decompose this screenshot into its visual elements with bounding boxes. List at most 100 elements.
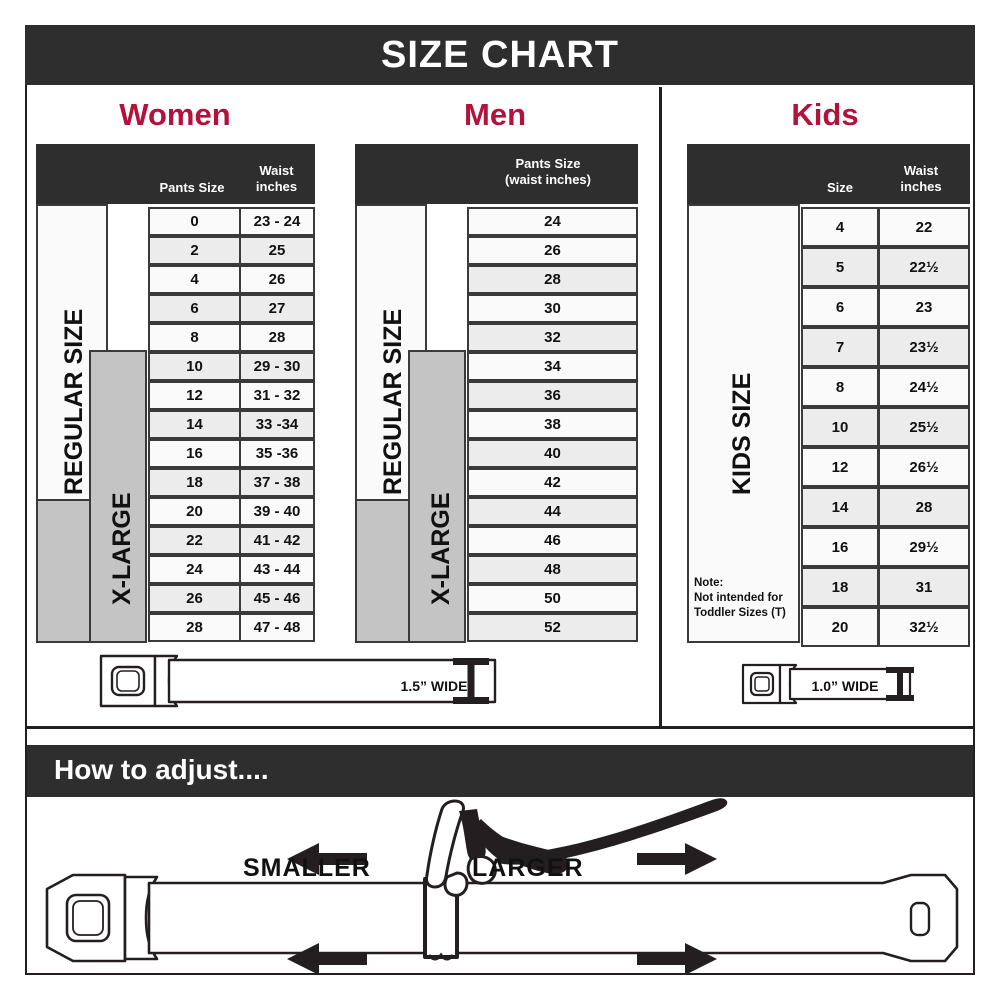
- women-cell-waist: 39 - 40: [239, 497, 315, 526]
- men-table-header: [355, 144, 638, 204]
- women-cell-size: 2: [148, 236, 241, 265]
- kids-note: Note: Not intended for Toddler Sizes (T): [694, 577, 786, 620]
- kids-cell-size: 5: [801, 247, 879, 287]
- men-cell-size: 32: [467, 323, 638, 352]
- women-category-xlarge-box: [89, 350, 147, 643]
- women-category-xlarge-label: X-LARGE: [108, 492, 136, 606]
- men-col-header-pants-size: Pants Size (waist inches): [505, 156, 591, 187]
- width-dimension-marker: [886, 667, 914, 701]
- adjust-label-smaller: SMALLER: [243, 854, 371, 882]
- section-heading-kids: Kids: [791, 97, 859, 132]
- women-cell-size: 28: [148, 613, 241, 642]
- kids-cell-size: 10: [801, 407, 879, 447]
- women-cell-size: 0: [148, 207, 241, 236]
- how-to-adjust-title: How to adjust....: [54, 754, 269, 785]
- kids-cell-waist: 25½: [878, 407, 970, 447]
- women-cell-waist: 35 -36: [239, 439, 315, 468]
- kids-cell-size: 8: [801, 367, 879, 407]
- kids-cell-waist: 26½: [878, 447, 970, 487]
- women-cell-waist: 28: [239, 323, 315, 352]
- women-cell-waist: 31 - 32: [239, 381, 315, 410]
- women-cell-waist: 41 - 42: [239, 526, 315, 555]
- women-cell-size: 24: [148, 555, 241, 584]
- men-cell-size: 38: [467, 410, 638, 439]
- women-cell-waist: 47 - 48: [239, 613, 315, 642]
- kids-cell-size: 20: [801, 607, 879, 647]
- kids-cell-size: 12: [801, 447, 879, 487]
- men-cell-size: 36: [467, 381, 638, 410]
- women-cell-size: 4: [148, 265, 241, 294]
- men-cell-size: 48: [467, 555, 638, 584]
- adjust-label-larger: LARGER: [472, 854, 584, 882]
- kids-cell-size: 6: [801, 287, 879, 327]
- women-cell-size: 22: [148, 526, 241, 555]
- kids-cell-waist: 28: [878, 487, 970, 527]
- men-kids-divider: [659, 87, 662, 728]
- page-title-bar: SIZE CHART: [25, 25, 975, 85]
- women-cell-size: 26: [148, 584, 241, 613]
- belt-tail-hole: [909, 901, 931, 937]
- women-cell-waist: 43 - 44: [239, 555, 315, 584]
- women-cell-waist: 45 - 46: [239, 584, 315, 613]
- women-cell-waist: 25: [239, 236, 315, 265]
- adult-belt-width-diagram: [99, 654, 497, 708]
- kids-belt-width-label: 1.0” WIDE: [811, 678, 879, 694]
- men-cell-size: 26: [467, 236, 638, 265]
- width-dimension-marker: [453, 658, 489, 704]
- women-category-regular-label: REGULAR SIZE: [60, 308, 88, 495]
- arrow-left-top-icon: [287, 843, 367, 875]
- women-table-header: [36, 144, 315, 204]
- women-cell-size: 10: [148, 352, 241, 381]
- kids-cell-waist: 31: [878, 567, 970, 607]
- kids-cell-waist: 24½: [878, 367, 970, 407]
- men-cell-size: 46: [467, 526, 638, 555]
- women-cell-size: 18: [148, 468, 241, 497]
- kids-cell-waist: 29½: [878, 527, 970, 567]
- hand-icon: [425, 798, 728, 897]
- men-cell-size: 34: [467, 352, 638, 381]
- men-category-xlarge-label: X-LARGE: [427, 492, 455, 606]
- men-cell-size: 42: [467, 468, 638, 497]
- section-heading-women: Women: [119, 97, 231, 132]
- how-to-adjust-bar: How to adjust....: [27, 745, 973, 797]
- kids-cell-size: 14: [801, 487, 879, 527]
- arrow-left-bottom-icon: [287, 943, 367, 975]
- section-heading-men: Men: [464, 97, 526, 132]
- kids-cell-waist: 23½: [878, 327, 970, 367]
- page-title: SIZE CHART: [381, 33, 619, 76]
- belt-adjust-illustration: [45, 798, 959, 975]
- men-cell-size: 40: [467, 439, 638, 468]
- women-cell-waist: 29 - 30: [239, 352, 315, 381]
- kids-table-header: [687, 144, 970, 204]
- kids-belt-width-diagram: [741, 663, 914, 705]
- arrow-right-bottom-icon: [637, 943, 717, 975]
- men-category-regular-label: REGULAR SIZE: [379, 308, 407, 495]
- kids-cell-waist: 23: [878, 287, 970, 327]
- women-cell-size: 6: [148, 294, 241, 323]
- men-category-xlarge-box: [408, 350, 466, 643]
- kids-col-header-waist: Waist inches: [900, 163, 942, 194]
- women-cell-size: 20: [148, 497, 241, 526]
- arrow-right-top-icon: [637, 843, 717, 875]
- kids-cell-waist: 22: [878, 207, 970, 247]
- kids-cell-size: 4: [801, 207, 879, 247]
- kids-cell-size: 16: [801, 527, 879, 567]
- tables-adjust-divider: [27, 726, 973, 729]
- adult-belt-width-label: 1.5” WIDE: [400, 678, 468, 694]
- men-cell-size: 52: [467, 613, 638, 642]
- kids-cell-size: 7: [801, 327, 879, 367]
- kids-cell-waist: 22½: [878, 247, 970, 287]
- women-cell-size: 8: [148, 323, 241, 352]
- women-cell-waist: 33 -34: [239, 410, 315, 439]
- how-to-adjust-panel: SMALLER LARGER: [27, 797, 973, 975]
- women-col-header-waist: Waist inches: [255, 163, 298, 194]
- buckle-outline: [65, 893, 111, 943]
- men-cell-size: 44: [467, 497, 638, 526]
- women-cell-waist: 37 - 38: [239, 468, 315, 497]
- kids-cell-size: 18: [801, 567, 879, 607]
- men-cell-size: 24: [467, 207, 638, 236]
- women-cell-size: 16: [148, 439, 241, 468]
- men-cell-size: 50: [467, 584, 638, 613]
- kids-category-label: KIDS SIZE: [728, 372, 756, 495]
